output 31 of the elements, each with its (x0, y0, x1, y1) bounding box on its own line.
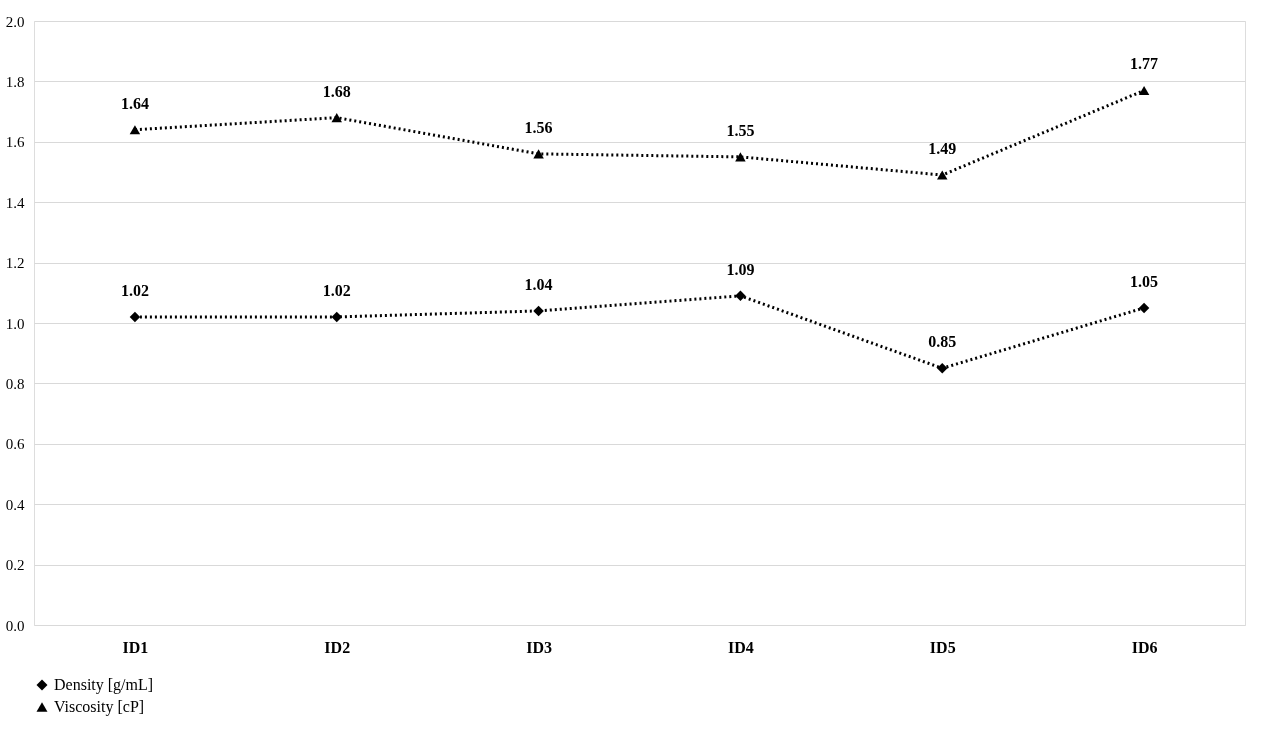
y-tick-label: 2.0 (5, 13, 25, 30)
data-label: 1.56 (524, 118, 553, 136)
y-tick-label: 1.6 (5, 134, 25, 151)
x-tick-label: ID5 (929, 638, 956, 656)
legend-label: Density [g/mL] (54, 676, 154, 694)
data-label: 1.64 (120, 94, 149, 112)
y-tick-label: 0.4 (5, 496, 25, 513)
y-tick-label: 1.0 (5, 315, 25, 332)
data-label: 1.68 (322, 82, 351, 100)
data-label: 1.02 (322, 281, 351, 299)
data-label: 0.85 (928, 333, 957, 351)
data-label: 1.02 (120, 281, 149, 299)
data-label: 1.55 (726, 121, 755, 139)
data-label: 1.49 (928, 140, 957, 158)
y-tick-label: 0.0 (5, 617, 25, 634)
data-label: 1.05 (1130, 272, 1159, 290)
x-tick-label: ID1 (122, 638, 149, 656)
data-label: 1.09 (726, 260, 755, 278)
x-tick-label: ID6 (1131, 638, 1158, 656)
x-tick-label: ID3 (526, 638, 552, 656)
data-label: 1.04 (524, 275, 553, 293)
y-tick-label: 0.8 (5, 375, 25, 392)
data-label: 1.77 (1130, 55, 1159, 73)
x-tick-label: ID2 (324, 638, 351, 656)
y-tick-label: 0.6 (5, 436, 25, 453)
y-tick-label: 0.2 (5, 557, 25, 574)
x-tick-label: ID4 (728, 638, 754, 656)
legend-label: Viscosity [cP] (54, 698, 145, 716)
y-tick-label: 1.4 (5, 194, 25, 211)
y-tick-label: 1.2 (5, 255, 25, 272)
y-tick-label: 1.8 (5, 73, 25, 90)
